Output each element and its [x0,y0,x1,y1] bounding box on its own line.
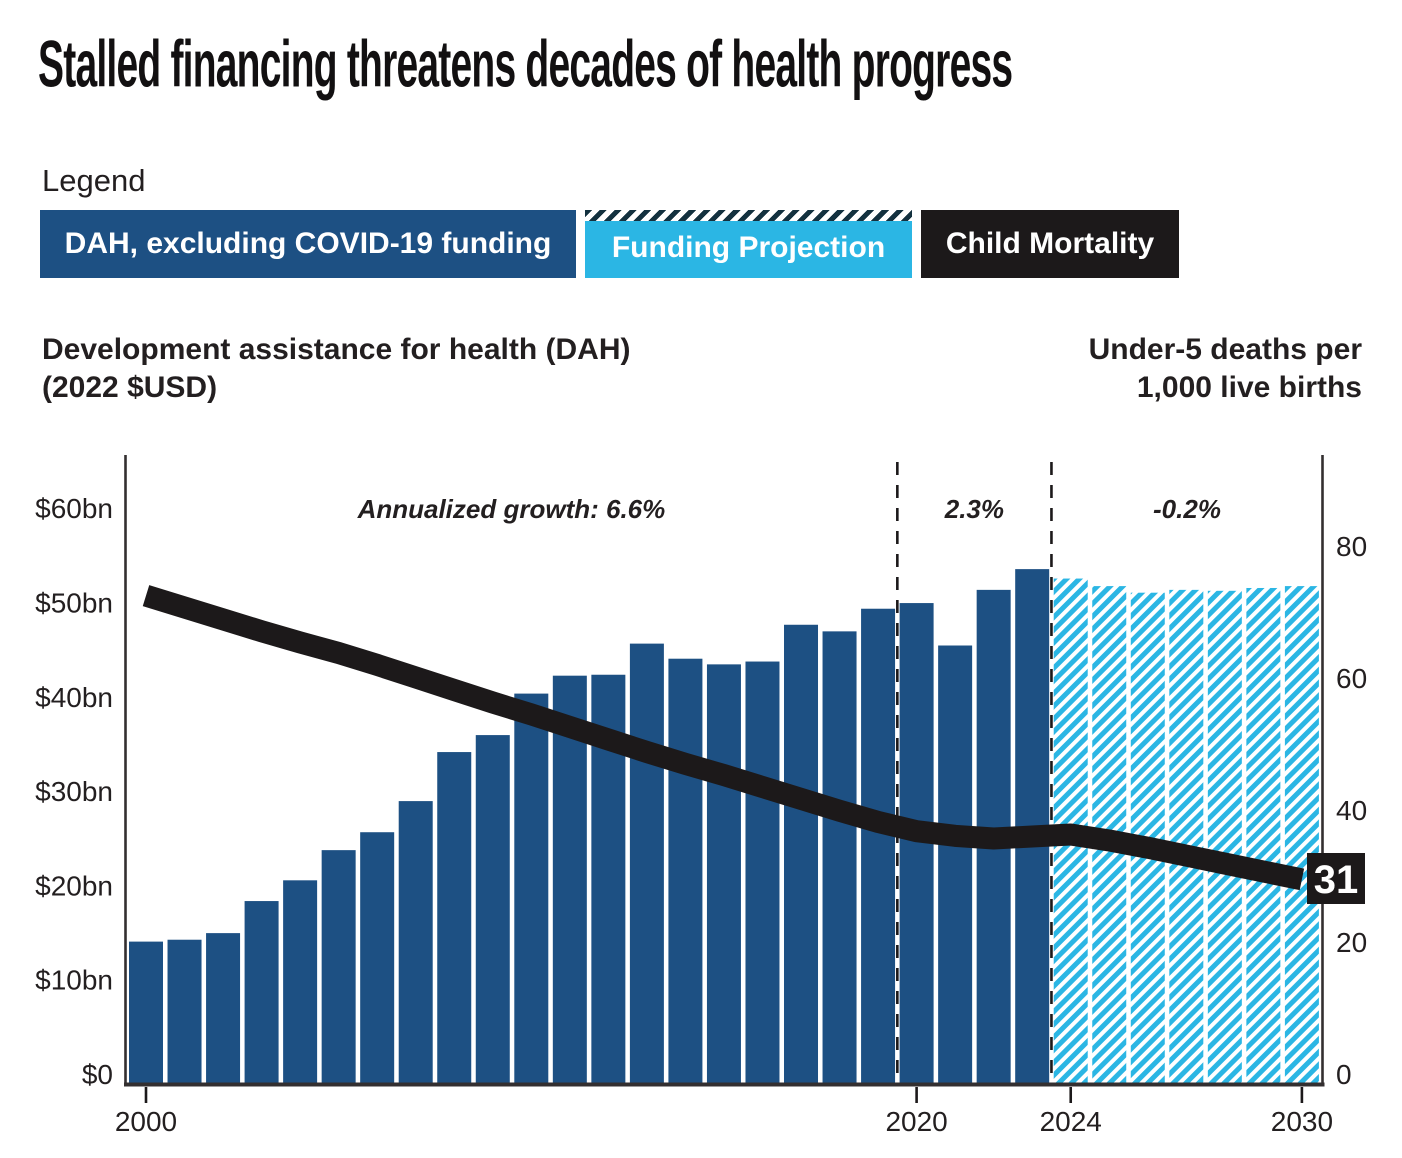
dah-bar-2010 [514,693,549,1086]
left-axis-title-line1: Development assistance for health (DAH) [42,333,631,366]
dah-bar-2011 [552,675,587,1086]
dah-bar-2016 [745,661,780,1086]
legend-item-child-mortality: Child Mortality [921,210,1179,278]
left-axis-title: Development assistance for health (DAH) … [42,331,630,407]
child-mortality-line [142,585,1305,891]
dah-bar-2003 [244,901,279,1086]
dah-bar-2018 [822,631,857,1086]
right-tick-label-80: 80 [1336,531,1367,562]
dah-bar-2020 [899,603,934,1086]
dah-bar-2017 [784,624,819,1086]
right-axis-title-line2: 1,000 live births [1136,371,1362,404]
left-tick-label-30: $30bn [35,776,113,807]
legend-label: Legend [42,163,146,198]
legend-item-funding-projection-label: Funding Projection [611,231,886,264]
dah-bar-2019 [861,608,896,1086]
left-tick-label-50: $50bn [35,588,113,619]
right-tick-label-40: 40 [1336,795,1367,826]
legend-item-dah: DAH, excluding COVID-19 funding [40,210,576,278]
dah-bar-2015 [706,664,741,1086]
x-tick-label-2024: 2024 [1040,1106,1102,1137]
legend: DAH, excluding COVID-19 funding Funding … [40,210,1179,278]
page-title: Stalled financing threatens decades of h… [38,27,1013,102]
hatch-pattern-swatch [585,210,912,221]
dah-bar-2007 [398,801,433,1086]
right-tick-label-20: 20 [1336,927,1367,958]
projection-bar-2027 [1169,589,1204,1086]
dah-bar-2009 [475,735,510,1086]
dah-bar-2008 [437,752,472,1086]
legend-item-funding-projection: Funding Projection [585,210,912,278]
left-axis-title-line2: (2022 $USD) [42,371,218,404]
dah-bar-2001 [167,939,202,1086]
left-tick-label-60: $60bn [35,493,113,524]
x-tick-label-2020: 2020 [885,1106,947,1137]
dah-bar-2006 [360,832,395,1086]
dah-bar-2005 [321,850,356,1086]
dah-bar-2000 [129,941,163,1086]
projection-bar-2028 [1207,590,1242,1086]
right-axis-title-line1: Under-5 deaths per [1088,333,1362,366]
end-value-box [1307,853,1365,904]
legend-item-child-mortality-label: Child Mortality [945,227,1155,260]
annotation-3: -0.2% [1153,494,1221,524]
left-tick-label-10: $10bn [35,965,113,996]
projection-bar-2029 [1246,587,1281,1086]
end-value-text: 31 [1314,858,1359,902]
right-tick-label-0: 0 [1336,1059,1352,1090]
dah-bar-2002 [206,933,241,1086]
right-tick-label-60: 60 [1336,663,1367,694]
annotation-2: 2.3% [944,494,1004,524]
dah-bar-2014 [668,658,703,1086]
legend-item-dah-label: DAH, excluding COVID-19 funding [64,227,552,260]
left-tick-label-20: $20bn [35,870,113,901]
left-tick-label-0: $0 [82,1059,113,1090]
left-tick-label-40: $40bn [35,682,113,713]
x-tick-label-2000: 2000 [115,1106,177,1137]
x-tick-label-2030: 2030 [1271,1106,1333,1137]
right-axis-title: Under-5 deaths per 1,000 live births [1089,331,1362,407]
projection-bar-2030 [1284,586,1319,1086]
dah-bar-2021 [938,645,973,1086]
dah-bar-2013 [629,643,664,1086]
dah-bar-2004 [283,880,318,1086]
annotation-1: Annualized growth: 6.6% [357,494,666,524]
